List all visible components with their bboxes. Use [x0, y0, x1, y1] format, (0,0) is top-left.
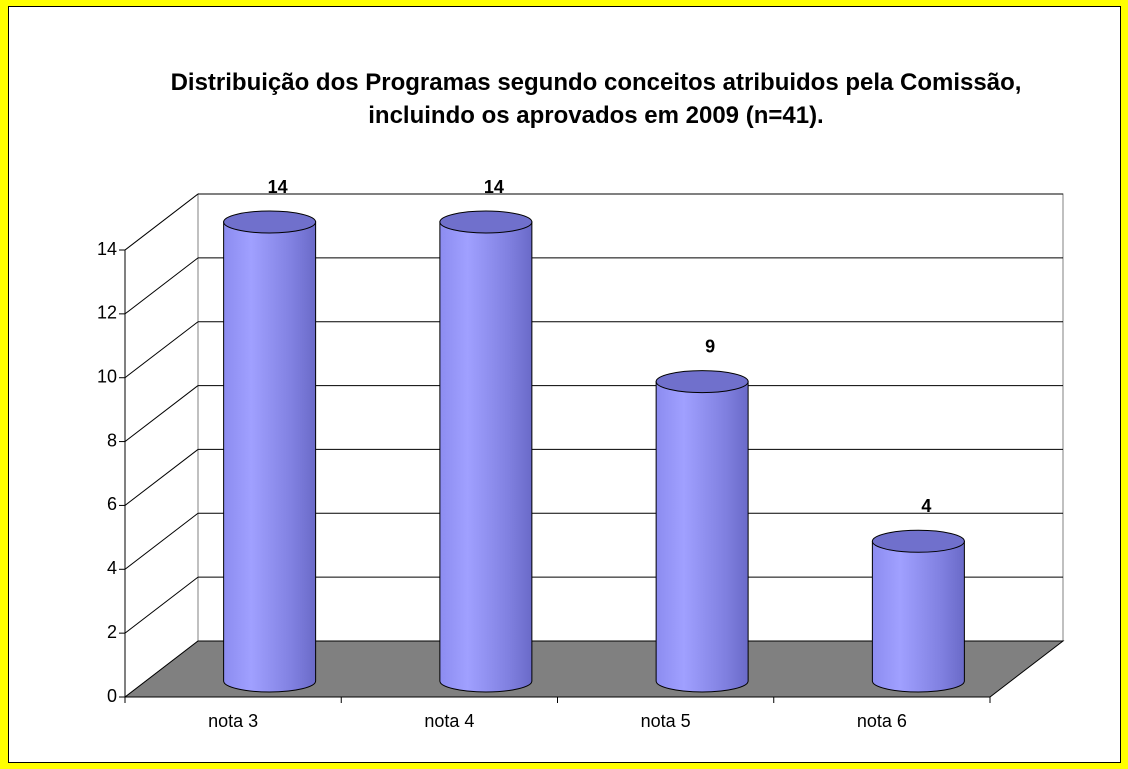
- bar: [655, 370, 749, 693]
- grid-line: [124, 193, 199, 251]
- grid-line: [124, 385, 199, 442]
- y-tick-label: 0: [107, 686, 117, 706]
- y-tick-label: 10: [97, 366, 117, 386]
- bar: [223, 210, 317, 693]
- x-tick-label: nota 3: [208, 711, 258, 731]
- grid-line: [124, 512, 199, 570]
- bar-body: [871, 540, 965, 693]
- value-label: 14: [268, 177, 288, 197]
- bar-body: [655, 381, 749, 693]
- x-tick-label: nota 6: [857, 711, 907, 731]
- bar: [871, 529, 965, 693]
- bar-body: [439, 221, 533, 693]
- bar-cap: [439, 210, 533, 234]
- value-label: 9: [705, 336, 715, 356]
- grid-line: [124, 576, 199, 634]
- bar-cap: [655, 370, 749, 394]
- grid-line: [124, 321, 199, 379]
- y-tick-label: 2: [107, 622, 117, 642]
- y-tick-label: 8: [107, 430, 117, 450]
- grid-line: [124, 257, 199, 315]
- x-tick-label: nota 4: [424, 711, 474, 731]
- grid-line: [124, 449, 199, 506]
- x-tick-label: nota 5: [641, 711, 691, 731]
- y-tick-label: 14: [97, 239, 117, 259]
- bar-cap: [223, 210, 317, 234]
- bar-body: [223, 221, 317, 693]
- bar-cap: [871, 529, 965, 553]
- bar: [439, 210, 533, 693]
- side-wall: [124, 192, 199, 699]
- value-label: 4: [921, 496, 931, 516]
- chart-title: Distribuição dos Programas segundo conce…: [170, 69, 1022, 129]
- value-label: 14: [484, 177, 504, 197]
- y-tick-label: 12: [97, 303, 117, 323]
- y-tick-label: 4: [107, 558, 117, 578]
- y-tick-label: 6: [107, 494, 117, 514]
